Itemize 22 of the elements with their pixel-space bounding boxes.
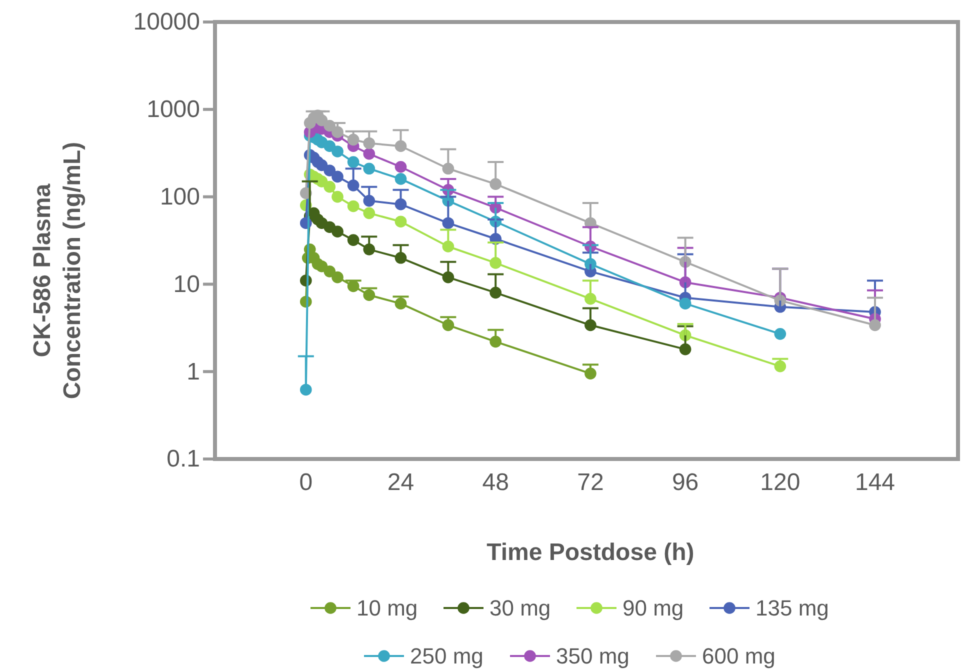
x-tick-label: 0	[299, 469, 313, 496]
y-tick-label: 1	[186, 358, 200, 386]
y-tick-label: 100	[160, 183, 200, 210]
legend-label: 135 mg	[756, 596, 829, 621]
legend-label: 250 mg	[410, 644, 484, 669]
y-tick-label: 1000	[146, 96, 200, 124]
x-tick-label: 120	[760, 469, 800, 496]
x-axis-title: Time Postdose (h)	[486, 539, 694, 566]
x-tick-label: 72	[577, 469, 604, 496]
y-axis-title: CK-586 Plasma Concentration (ng/mL)	[29, 142, 86, 400]
x-tick-label: 144	[854, 469, 896, 496]
legend-label: 10 mg	[356, 596, 418, 621]
y-tick-label: 10	[173, 270, 200, 298]
y-tick-label: 0.1	[166, 446, 200, 473]
legend-label: 30 mg	[490, 596, 551, 621]
legend-label: 90 mg	[622, 596, 684, 621]
y-tick-label: 10000	[133, 8, 200, 36]
x-tick-label: 24	[387, 469, 414, 496]
legend-label: 350 mg	[556, 644, 630, 669]
x-tick-label: 96	[672, 469, 699, 496]
x-tick-label: 48	[482, 469, 509, 496]
legend-label: 600 mg	[702, 644, 776, 669]
